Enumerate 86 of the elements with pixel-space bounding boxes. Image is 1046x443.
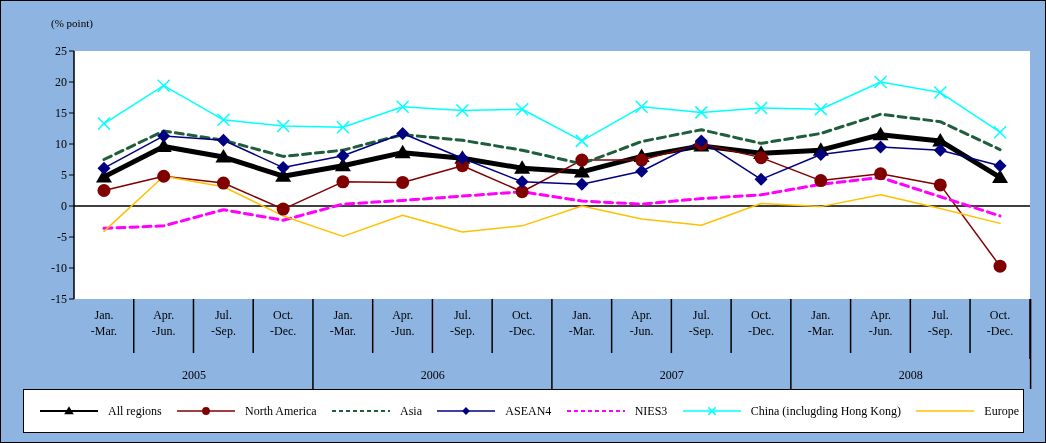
point	[336, 149, 350, 163]
point	[336, 175, 350, 189]
point	[754, 151, 768, 165]
y-tick-label: 20	[55, 75, 67, 90]
y-tick-label: 0	[61, 199, 67, 214]
point	[634, 100, 649, 114]
y-tick-label: 15	[55, 106, 67, 121]
y-tick-label: -15	[51, 292, 67, 307]
x-tick-label: Oct. -Dec.	[986, 308, 1014, 338]
point	[394, 144, 411, 159]
y-tick-label: 5	[61, 168, 67, 183]
point	[216, 176, 230, 190]
point	[873, 75, 888, 89]
point	[993, 159, 1007, 173]
point	[455, 103, 470, 118]
point	[276, 119, 290, 133]
text: 2007	[659, 368, 684, 382]
legend-label: Asia	[399, 403, 422, 419]
text: 2006	[420, 368, 445, 382]
x-tick-label: Apr. -Jun.	[151, 308, 176, 338]
point	[814, 174, 828, 188]
point	[575, 177, 589, 191]
point	[336, 120, 350, 135]
text: 2005	[181, 368, 206, 382]
point	[993, 259, 1007, 273]
point	[215, 149, 232, 163]
point	[933, 143, 947, 157]
point	[216, 113, 231, 127]
point	[575, 134, 589, 148]
point	[157, 169, 171, 183]
point	[515, 175, 529, 189]
x-tick-label: Oct. -Dec.	[747, 308, 775, 338]
point	[694, 105, 709, 120]
point	[216, 133, 230, 147]
x-tick-label: Apr. -Jun.	[390, 308, 415, 338]
point	[992, 169, 1009, 184]
x-tick-label: Jul. -Sep.	[210, 308, 236, 338]
point	[874, 140, 888, 154]
legend-label: Europe	[984, 403, 1019, 419]
point	[575, 153, 589, 167]
point	[814, 148, 828, 162]
x-tick-label: Jul. -Sep.	[449, 308, 475, 338]
point	[156, 78, 171, 93]
point	[396, 175, 410, 189]
point	[933, 178, 947, 192]
x-tick-label: Oct. -Dec.	[508, 308, 536, 338]
x-tick-label: Jan. -Mar.	[807, 308, 834, 338]
point	[993, 125, 1007, 139]
point	[635, 164, 649, 178]
y-tick-label: 25	[55, 44, 67, 59]
point	[514, 160, 531, 174]
point	[933, 85, 948, 100]
point	[395, 100, 410, 114]
x-tick-label: Apr. -Jun.	[629, 308, 654, 338]
point	[635, 153, 649, 167]
x-tick-label: Jul. -Sep.	[927, 308, 953, 338]
point	[276, 202, 290, 216]
text: 2008	[898, 368, 923, 382]
point	[754, 101, 768, 115]
point	[396, 126, 410, 140]
y-tick-label: -5	[57, 230, 67, 245]
point	[515, 185, 529, 199]
point	[872, 126, 889, 141]
point	[874, 167, 888, 181]
point	[97, 184, 111, 197]
point	[814, 102, 828, 117]
y-tick-label: 10	[55, 137, 67, 152]
legend-label: ASEAN4	[505, 403, 552, 419]
point	[157, 129, 171, 143]
point	[754, 172, 768, 186]
x-tick-label: Jan. -Mar.	[90, 308, 118, 338]
point	[276, 161, 290, 175]
legend-label: China (inclugding Hong Kong)	[750, 403, 901, 419]
legend-label: North America	[245, 403, 317, 419]
x-tick-label: Oct. -Dec.	[270, 308, 297, 338]
point	[515, 102, 529, 117]
legend-label: All regions	[108, 403, 162, 419]
x-tick-label: Apr. -Jun.	[868, 308, 893, 338]
point	[97, 116, 111, 131]
x-tick-label: Jan. -Mar.	[568, 308, 596, 338]
point	[97, 161, 111, 175]
y-tick-label: -10	[51, 261, 67, 276]
x-tick-label: Jan. -Mar.	[329, 308, 357, 338]
legend-label: NIES3	[634, 403, 668, 419]
x-tick-label: Jul. -Sep.	[688, 308, 714, 338]
y-axis-title: (% point)	[51, 17, 93, 29]
